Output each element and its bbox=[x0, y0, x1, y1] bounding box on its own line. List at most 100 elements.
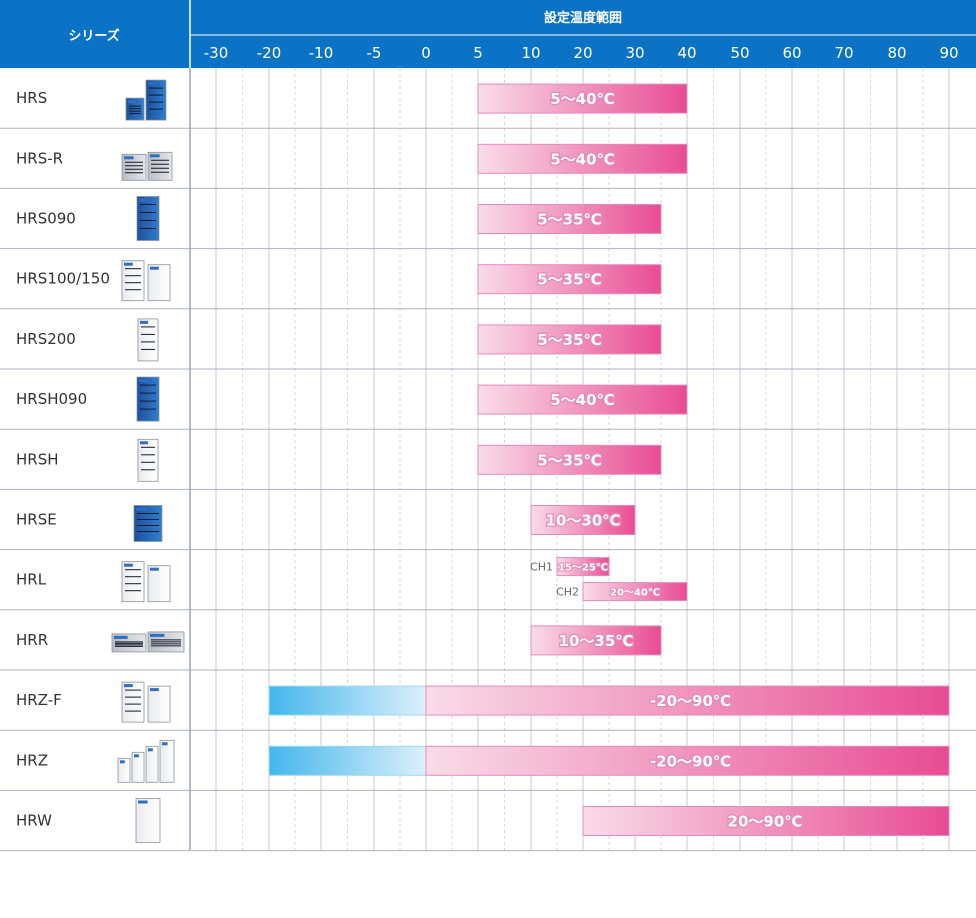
chiller-pair-white-icon bbox=[121, 260, 171, 302]
temperature-range-heading: 設定温度範囲 bbox=[544, 10, 622, 26]
range-bar-heat-segment bbox=[530, 625, 662, 656]
series-name-label: HRS090 bbox=[16, 210, 76, 228]
range-bar: 5〜35℃ bbox=[477, 444, 662, 475]
x-tick-label: 70 bbox=[834, 44, 853, 62]
bar-value-label: 5〜40℃ bbox=[550, 90, 614, 108]
chiller-group-white-icon bbox=[117, 739, 175, 783]
chiller-pair-blue-icon bbox=[125, 79, 167, 121]
series-name-label: HRZ bbox=[16, 751, 48, 769]
range-bar-heat-segment bbox=[425, 685, 950, 716]
channel-label: CH1 bbox=[530, 561, 553, 574]
series-name-label: HRR bbox=[16, 631, 48, 649]
series-name-label: HRS bbox=[16, 89, 47, 107]
bar-value-label: 10〜35℃ bbox=[559, 632, 634, 650]
series-name-label: HRSH bbox=[16, 450, 59, 468]
x-tick-label: 0 bbox=[421, 44, 431, 62]
chiller-pair-white-icon bbox=[121, 561, 171, 603]
range-bar: 5〜40℃ bbox=[477, 143, 688, 174]
chiller-tall-blue-icon bbox=[136, 376, 160, 422]
chiller-tall-white-icon bbox=[137, 438, 159, 482]
range-bar-heat-segment bbox=[425, 745, 950, 776]
channel-label: CH2 bbox=[556, 586, 579, 599]
range-bar-heat-segment bbox=[477, 444, 662, 475]
chiller-small-blue-icon bbox=[133, 505, 163, 542]
range-bar: 20〜40℃ CH2 bbox=[556, 582, 688, 602]
range-bar-heat-segment bbox=[530, 505, 636, 535]
series-row: HRS 5〜40℃ bbox=[0, 79, 976, 129]
range-bar: 5〜40℃ bbox=[477, 384, 688, 415]
range-bar-cool-segment bbox=[268, 745, 427, 776]
bar-value-label: -20〜90℃ bbox=[650, 752, 731, 770]
series-row: HRSE 10〜30℃ bbox=[0, 505, 976, 551]
header-background bbox=[0, 0, 976, 68]
series-row: HRSH090 5〜40℃ bbox=[0, 376, 976, 430]
series-name-label: HRS100/150 bbox=[16, 270, 110, 288]
grid-lines bbox=[215, 68, 950, 851]
x-tick-label: 5 bbox=[473, 44, 483, 62]
x-tick-label: 60 bbox=[782, 44, 801, 62]
range-bar: -20〜90℃ bbox=[268, 685, 950, 716]
series-name-label: HRSH090 bbox=[16, 390, 87, 408]
series-row: HRS-R 5〜40℃ bbox=[0, 143, 976, 189]
x-tick-label: -5 bbox=[367, 44, 382, 62]
range-bar: 20〜90℃ bbox=[582, 806, 950, 836]
series-name-label: HRS200 bbox=[16, 330, 76, 348]
range-bar-heat-segment bbox=[477, 324, 662, 355]
series-row: HRL 15〜25℃ CH1 20〜40℃ CH2 bbox=[0, 557, 976, 611]
range-bar: 10〜35℃ bbox=[530, 625, 662, 656]
x-tick-label: -10 bbox=[309, 44, 334, 62]
bar-value-label: 5〜35℃ bbox=[537, 331, 601, 349]
series-row: HRR 10〜35℃ bbox=[0, 625, 976, 671]
bar-value-label: 20〜90℃ bbox=[728, 813, 803, 831]
chiller-rack-icon bbox=[111, 631, 185, 653]
bar-value-label: 5〜35℃ bbox=[537, 211, 601, 229]
series-column-heading: シリーズ bbox=[68, 28, 119, 44]
series-row: HRZ -20〜90℃ bbox=[0, 739, 976, 791]
range-bar: 5〜35℃ bbox=[477, 324, 662, 355]
range-bar-heat-segment bbox=[477, 384, 688, 415]
series-row: HRSH 5〜35℃ bbox=[0, 438, 976, 490]
range-bar-heat-segment bbox=[477, 264, 662, 295]
range-bar-heat-segment bbox=[582, 582, 688, 602]
chiller-tall-white-icon bbox=[137, 318, 159, 362]
range-bar: 5〜35℃ bbox=[477, 264, 662, 295]
range-bar-heat-segment bbox=[477, 204, 662, 234]
x-tick-label: -30 bbox=[204, 44, 229, 62]
bar-value-label: 15〜25℃ bbox=[558, 563, 608, 574]
series-row: HRZ-F -20〜90℃ bbox=[0, 681, 976, 731]
series-row: HRS200 5〜35℃ bbox=[0, 318, 976, 370]
range-bar-heat-segment bbox=[582, 806, 950, 836]
bar-value-label: 5〜35℃ bbox=[537, 271, 601, 289]
range-bar-cool-segment bbox=[268, 685, 427, 716]
series-row: HRS090 5〜35℃ bbox=[0, 196, 976, 250]
x-tick-label: 10 bbox=[521, 44, 540, 62]
range-bar: 5〜35℃ bbox=[477, 204, 662, 234]
chiller-pair-white-icon bbox=[121, 681, 171, 723]
x-tick-label: 90 bbox=[939, 44, 958, 62]
series-name-label: HRW bbox=[16, 812, 52, 830]
bar-value-label: -20〜90℃ bbox=[650, 692, 731, 710]
bar-value-label: 5〜40℃ bbox=[550, 391, 614, 409]
bar-value-label: 20〜40℃ bbox=[610, 588, 660, 599]
series-name-label: HRS-R bbox=[16, 149, 63, 167]
chiller-single-white-icon bbox=[135, 798, 161, 843]
series-rows: HRS 5〜40℃ HRS-R 5〜40℃ HRS090 5〜35℃ HRS100/150 5… bbox=[0, 79, 976, 852]
range-bar-heat-segment bbox=[477, 83, 688, 114]
x-tick-label: 50 bbox=[730, 44, 749, 62]
range-bar-heat-segment bbox=[477, 143, 688, 174]
x-tick-label: 20 bbox=[573, 44, 592, 62]
x-tick-label: 40 bbox=[677, 44, 696, 62]
bar-value-label: 5〜35℃ bbox=[537, 451, 601, 469]
series-row: HRS100/150 5〜35℃ bbox=[0, 260, 976, 310]
series-name-label: HRL bbox=[16, 571, 47, 589]
bar-value-label: 5〜40℃ bbox=[550, 150, 614, 168]
chiller-tall-blue-icon bbox=[136, 196, 160, 241]
range-bar: 5〜40℃ bbox=[477, 83, 688, 114]
x-axis-ticks: -30 -20 -10 -5 0 5 10 20 30 40 50 60 70 80 90 bbox=[204, 44, 959, 62]
x-tick-label: 80 bbox=[887, 44, 906, 62]
series-name-label: HRSE bbox=[16, 511, 57, 529]
x-tick-label: 30 bbox=[625, 44, 644, 62]
series-row: HRW 20〜90℃ bbox=[0, 798, 976, 852]
bar-value-label: 10〜30℃ bbox=[546, 512, 621, 530]
